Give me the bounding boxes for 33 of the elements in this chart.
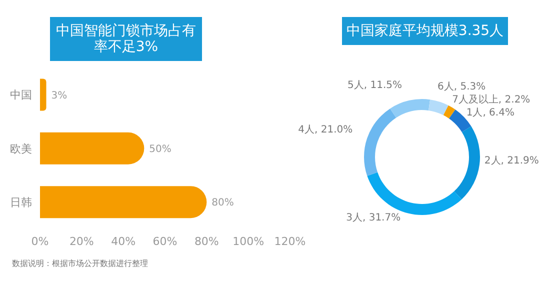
data-label: 50% — [149, 144, 172, 155]
chart-title: 中国智能门锁市场占有率不足3% — [50, 17, 202, 61]
slice-label: 7人及以上, 2.2% — [452, 94, 530, 106]
bar — [40, 132, 144, 164]
slice-label: 2人, 21.9% — [484, 155, 539, 166]
donut-slice — [367, 172, 462, 215]
x-tick-label: 100% — [232, 234, 264, 248]
slice-label: 4人, 21.0% — [298, 124, 353, 136]
donut-slice — [443, 105, 456, 118]
donut-slice — [364, 108, 396, 176]
donut-slice — [390, 99, 430, 118]
slice-label: 1人, 6.4% — [466, 108, 514, 119]
x-tick-label: 20% — [69, 234, 94, 248]
data-label: 80% — [212, 198, 234, 209]
y-tick-label: 欧美 — [10, 142, 32, 156]
y-tick-label: 日韩 — [10, 196, 32, 210]
x-tick-label: 0% — [31, 234, 49, 248]
data-label: 3% — [51, 90, 68, 102]
x-tick-label: 120% — [274, 234, 306, 248]
chart-title: 中国家庭平均规模3.35人 — [342, 17, 508, 45]
text: 数据说明：根据市场公开数据进行整理 — [12, 258, 148, 269]
slice-label: 6人, 5.3% — [437, 82, 486, 93]
x-tick-label: 80% — [194, 234, 219, 248]
slice-label: 3人, 31.7% — [346, 212, 401, 224]
bar — [40, 78, 46, 111]
x-tick-label: 60% — [152, 234, 178, 248]
y-tick-label: 中国 — [10, 88, 32, 102]
x-tick-label: 40% — [111, 234, 136, 248]
donut-slice — [448, 109, 472, 132]
slice-label: 5人, 11.5% — [348, 80, 402, 92]
bar — [40, 186, 207, 218]
donut-slice — [428, 100, 448, 116]
donut-slice — [454, 126, 480, 200]
